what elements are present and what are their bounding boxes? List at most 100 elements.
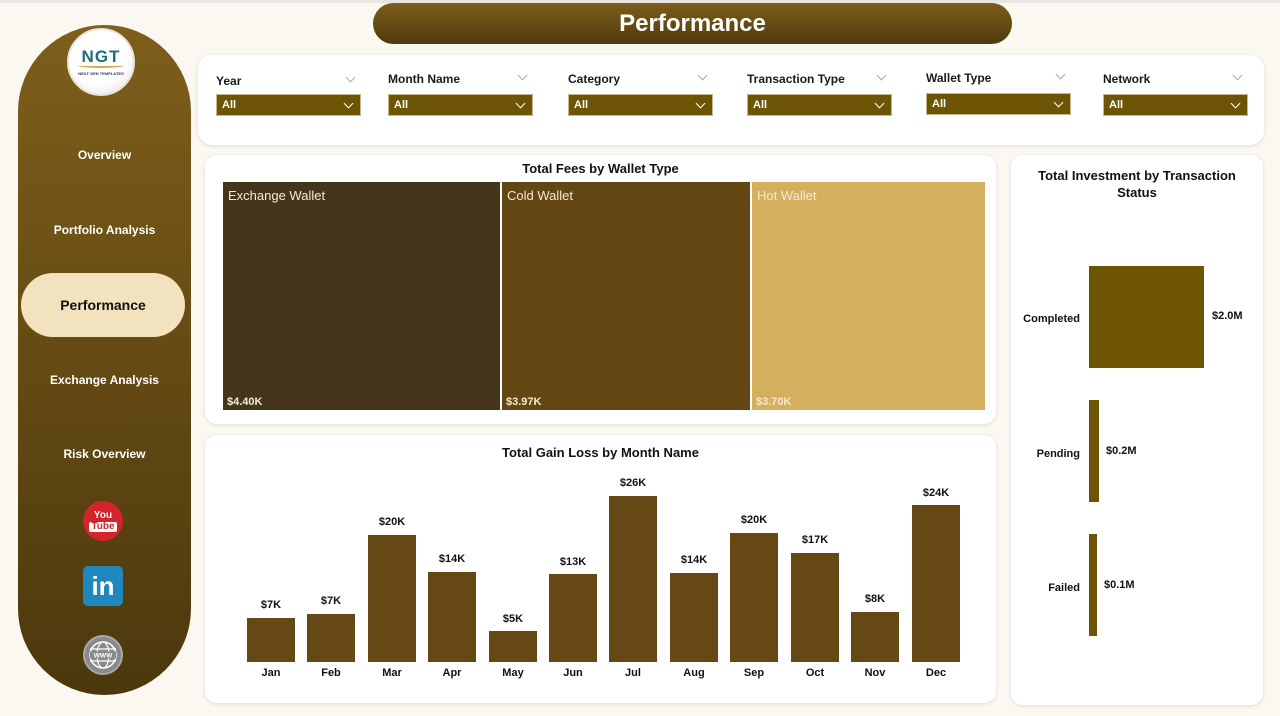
bar-sep[interactable] [730, 533, 778, 662]
bar-nov[interactable] [851, 612, 899, 662]
bar-jun[interactable] [549, 574, 597, 662]
bar-value: $7K [260, 599, 282, 611]
tile-value: $3.97K [506, 396, 542, 408]
bar-value: $26K [619, 477, 647, 489]
investment-category: Pending [1036, 448, 1080, 460]
network-dropdown[interactable]: All [1103, 94, 1248, 116]
bar-value: $14K [438, 553, 466, 565]
bar-oct[interactable] [791, 553, 839, 662]
month-name-dropdown[interactable]: All [388, 94, 533, 116]
bar-dec[interactable] [912, 505, 960, 662]
gain-loss-by-month-title: Total Gain Loss by Month Name [502, 445, 699, 460]
bar-value: $20K [740, 514, 768, 526]
chevron-down-icon [695, 98, 706, 108]
investment-bar-completed[interactable] [1089, 266, 1204, 368]
sidebar-item-performance[interactable]: Performance [21, 273, 185, 337]
year-dropdown[interactable]: All [216, 94, 361, 116]
sidebar-item-overview[interactable]: Overview [77, 148, 132, 162]
investment-value: $2.0M [1212, 310, 1243, 322]
logo-swoosh-icon [78, 63, 124, 68]
treemap-tile-cold-wallet[interactable]: Cold Wallet $3.97K [502, 182, 750, 410]
treemap-tile-hot-wallet[interactable]: Hot Wallet $3.70K [752, 182, 985, 410]
chevron-down-icon [1053, 97, 1064, 107]
wallet-type-label: Wallet Type [926, 71, 992, 85]
bar-category: Aug [683, 667, 705, 679]
network-label: Network [1103, 72, 1151, 86]
tile-label: Exchange Wallet [228, 188, 326, 203]
transaction-type-value: All [753, 99, 768, 111]
bar-category: Jan [261, 667, 281, 679]
bar-mar[interactable] [368, 535, 416, 662]
wallet-type-slicer: Wallet Type All [926, 69, 1071, 115]
investment-value: $0.1M [1104, 579, 1135, 591]
chevron-down-icon [515, 98, 526, 108]
www-globe-icon[interactable]: WWW [83, 635, 123, 675]
category-dropdown[interactable]: All [568, 94, 713, 116]
transaction-type-dropdown[interactable]: All [747, 94, 892, 116]
year-label: Year [216, 74, 242, 88]
bar-value: $17K [801, 534, 829, 546]
sidebar-item-risk-overview[interactable]: Risk Overview [63, 447, 146, 461]
sidebar-item-exchange-analysis[interactable]: Exchange Analysis [50, 373, 159, 387]
bar-value: $5K [502, 613, 524, 625]
bar-category: Nov [864, 667, 886, 679]
bar-aug[interactable] [670, 573, 718, 662]
investment-bar-pending[interactable] [1089, 400, 1099, 502]
bar-category: Jun [563, 667, 583, 679]
fees-by-wallet-title: Total Fees by Wallet Type [522, 161, 679, 176]
bar-apr[interactable] [428, 572, 476, 662]
bar-category: May [502, 667, 524, 679]
month-name-value: All [394, 99, 409, 111]
logo-text: NGT [81, 47, 121, 66]
youtube-icon[interactable]: You Tube [83, 501, 123, 541]
globe-icon: WWW [89, 641, 117, 669]
investment-category: Completed [1023, 313, 1080, 325]
bar-jul[interactable] [609, 496, 657, 662]
sidebar-item-portfolio-analysis[interactable]: Portfolio Analysis [53, 223, 156, 237]
bar-category: Apr [442, 667, 462, 679]
bar-value: $8K [864, 593, 886, 605]
bar-jan[interactable] [247, 618, 295, 662]
linkedin-icon[interactable]: in [83, 566, 123, 606]
wallet-type-dropdown[interactable]: All [926, 93, 1071, 115]
bar-category: Feb [321, 667, 341, 679]
bar-value: $24K [922, 487, 950, 499]
network-value: All [1109, 99, 1124, 111]
bar-value: $13K [559, 556, 587, 568]
transaction-type-slicer: Transaction Type All [747, 70, 892, 116]
year-slicer: Year All [216, 72, 361, 116]
bar-category: Sep [743, 667, 765, 679]
youtube-text-you: You [93, 509, 113, 521]
window-top-edge [0, 0, 1280, 3]
bar-category: Oct [805, 667, 825, 679]
bar-category: Dec [925, 667, 947, 679]
year-value: All [222, 99, 237, 111]
bar-category: Mar [382, 667, 402, 679]
investment-by-status-title: Total Investment by Transaction Status [1038, 168, 1236, 200]
tile-value: $4.40K [227, 396, 263, 408]
category-value: All [574, 99, 589, 111]
tile-label: Cold Wallet [507, 188, 573, 203]
youtube-text-tube: Tube [89, 520, 117, 532]
month-name-label: Month Name [388, 72, 460, 86]
investment-value: $0.2M [1106, 445, 1137, 457]
bar-category: Jul [625, 667, 641, 679]
bar-feb[interactable] [307, 614, 355, 662]
treemap-tile-exchange-wallet[interactable]: Exchange Wallet $4.40K [223, 182, 500, 410]
investment-category: Failed [1048, 582, 1080, 594]
investment-bar-failed[interactable] [1089, 534, 1097, 636]
tile-label: Hot Wallet [757, 188, 817, 203]
bar-value: $14K [680, 554, 708, 566]
bar-may[interactable] [489, 631, 537, 662]
filter-bar: Year All Month Name All Category All Tra… [198, 55, 1264, 145]
chevron-down-icon [343, 98, 354, 108]
svg-text:WWW: WWW [94, 653, 113, 660]
investment-by-status-card: Total Investment by Transaction Status [1011, 155, 1263, 705]
gain-loss-by-month-card: Total Gain Loss by Month Name [205, 435, 996, 703]
category-slicer: Category All [568, 70, 713, 116]
bar-value: $20K [378, 516, 406, 528]
chevron-down-icon [874, 98, 885, 108]
page-title: Performance [373, 3, 1012, 44]
ngt-logo: NGT NEXT GEN TEMPLATES [67, 28, 135, 96]
month-name-slicer: Month Name All [388, 70, 533, 116]
